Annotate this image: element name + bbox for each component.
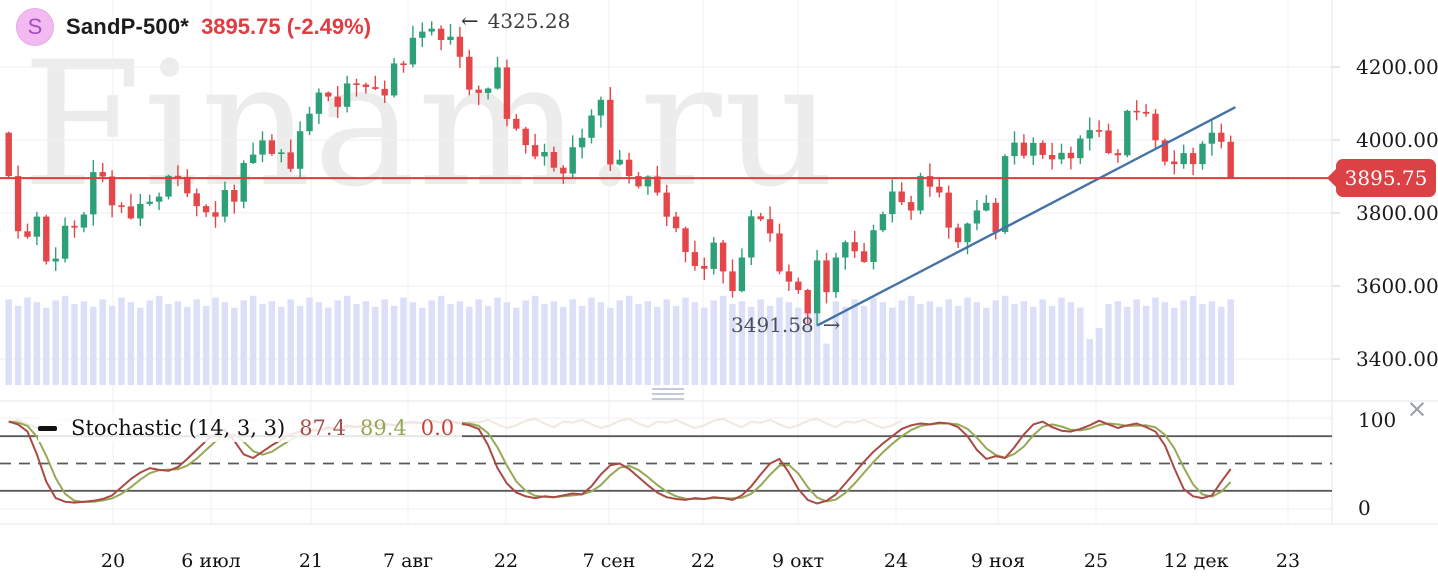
- stoch-axis-top-label: 100: [1358, 408, 1397, 432]
- date-label: 22: [690, 550, 716, 572]
- price-axis-label: 3600.00: [1356, 274, 1438, 298]
- low-annotation: 3491.58 →: [731, 313, 840, 337]
- indicator-value-k: 87.4: [299, 416, 346, 440]
- close-indicator-button[interactable]: ×: [1406, 394, 1428, 423]
- date-label: 9 ноя: [970, 550, 1026, 572]
- price-axis-label: 3400.00: [1356, 347, 1438, 371]
- high-annotation: ← 4325.28: [461, 9, 570, 33]
- indicator-header: Stochastic (14, 3, 3) 87.4 89.4 0.0: [38, 414, 463, 442]
- date-label: 22: [493, 550, 519, 572]
- left-arrow-icon: ←: [461, 9, 479, 33]
- watermark: Finam.ru: [22, 24, 837, 225]
- instrument-title: SandP-500*: [66, 14, 190, 39]
- stoch-axis-bottom-label: 0: [1358, 496, 1371, 520]
- indicator-legend-dash-icon: [38, 425, 57, 431]
- date-label: 7 сен: [582, 550, 636, 572]
- price-change-label: 3895.75 (-2.49%): [201, 14, 372, 39]
- date-label: 12 дек: [1163, 550, 1229, 572]
- date-label: 9 окт: [772, 550, 824, 572]
- candles: [5, 21, 1234, 326]
- trend-line: [816, 106, 1236, 327]
- symbol-badge[interactable]: S: [16, 8, 54, 46]
- date-label: 6 июл: [181, 550, 241, 572]
- panel-resize-handle[interactable]: [652, 388, 684, 400]
- price-axis-label: 3800.00: [1356, 201, 1438, 225]
- chart-header: S SandP-500* 3895.75 (-2.49%): [16, 8, 371, 46]
- stoch-d-line: [8, 420, 1232, 503]
- date-label: 24: [883, 550, 909, 572]
- date-label: 21: [298, 550, 324, 572]
- volume-bars: [5, 295, 1234, 385]
- right-arrow-icon: →: [822, 313, 841, 337]
- indicator-value-d: 89.4: [359, 416, 407, 440]
- high-annotation-value: 4325.28: [487, 9, 571, 33]
- date-label: 23: [1275, 550, 1301, 572]
- last-price-badge: 3895.75: [1336, 159, 1436, 197]
- date-label: 25: [1083, 550, 1109, 572]
- indicator-name: Stochastic (14, 3, 3): [71, 416, 286, 440]
- low-annotation-value: 3491.58: [731, 313, 814, 337]
- date-label: 20: [100, 550, 126, 572]
- indicator-value-3: 0.0: [420, 416, 455, 440]
- price-axis-label: 4000.00: [1356, 128, 1438, 152]
- date-label: 7 авг: [382, 550, 434, 572]
- price-axis-label: 4200.00: [1356, 55, 1438, 79]
